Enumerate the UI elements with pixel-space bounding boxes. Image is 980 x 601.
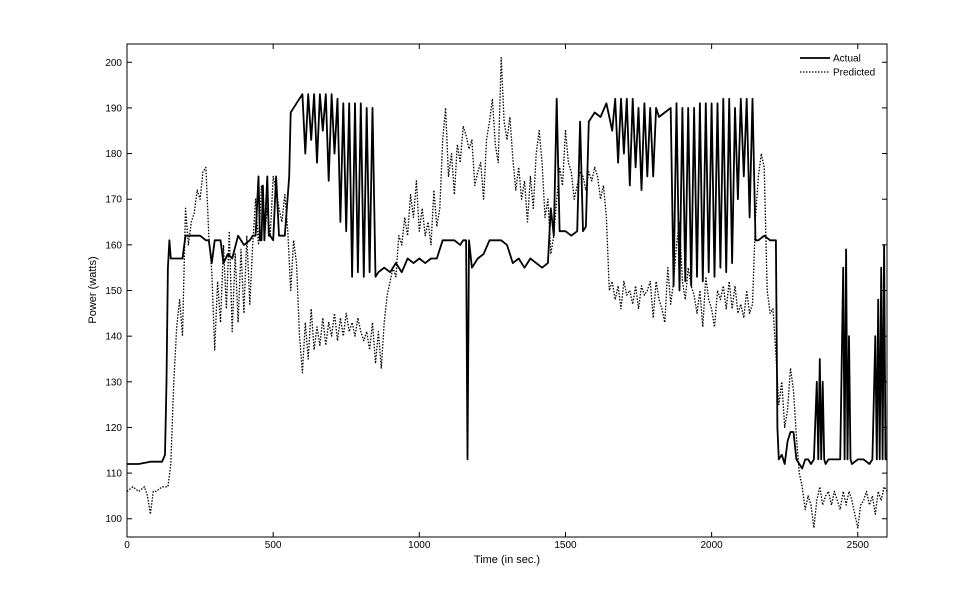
- series-line-predicted: [126, 57, 888, 529]
- y-tick-label: 170: [105, 195, 122, 206]
- y-tick-label: 140: [105, 332, 122, 343]
- y-tick-label: 150: [105, 286, 122, 297]
- y-tick-label: 200: [105, 58, 122, 69]
- y-tick-label: 190: [105, 103, 122, 114]
- y-tick-label: 120: [105, 423, 122, 434]
- y-axis: 100 110 120 130 140 150 160 170 180 190 200: [105, 58, 887, 525]
- y-axis-label: Power (watts): [87, 256, 99, 323]
- x-tick-label: 2000: [700, 540, 723, 551]
- y-tick-label: 180: [105, 149, 122, 160]
- x-tick-label: 500: [265, 540, 282, 551]
- y-tick-label: 110: [106, 469, 122, 480]
- plot-lines: [126, 57, 888, 529]
- x-axis: 0 500 1000 1500 2000 2500: [124, 44, 869, 551]
- x-axis-label: Time (in sec.): [474, 554, 540, 566]
- legend-label-actual: Actual: [833, 54, 861, 65]
- x-tick-label: 1000: [408, 540, 431, 551]
- y-tick-label: 160: [105, 240, 122, 251]
- x-tick-label: 1500: [554, 540, 577, 551]
- legend: Actual Predicted: [800, 54, 875, 79]
- x-tick-label: 0: [124, 540, 130, 551]
- x-tick-label: 2500: [847, 540, 870, 551]
- y-tick-label: 100: [105, 514, 122, 525]
- legend-label-predicted: Predicted: [833, 68, 875, 79]
- y-tick-label: 130: [105, 377, 122, 388]
